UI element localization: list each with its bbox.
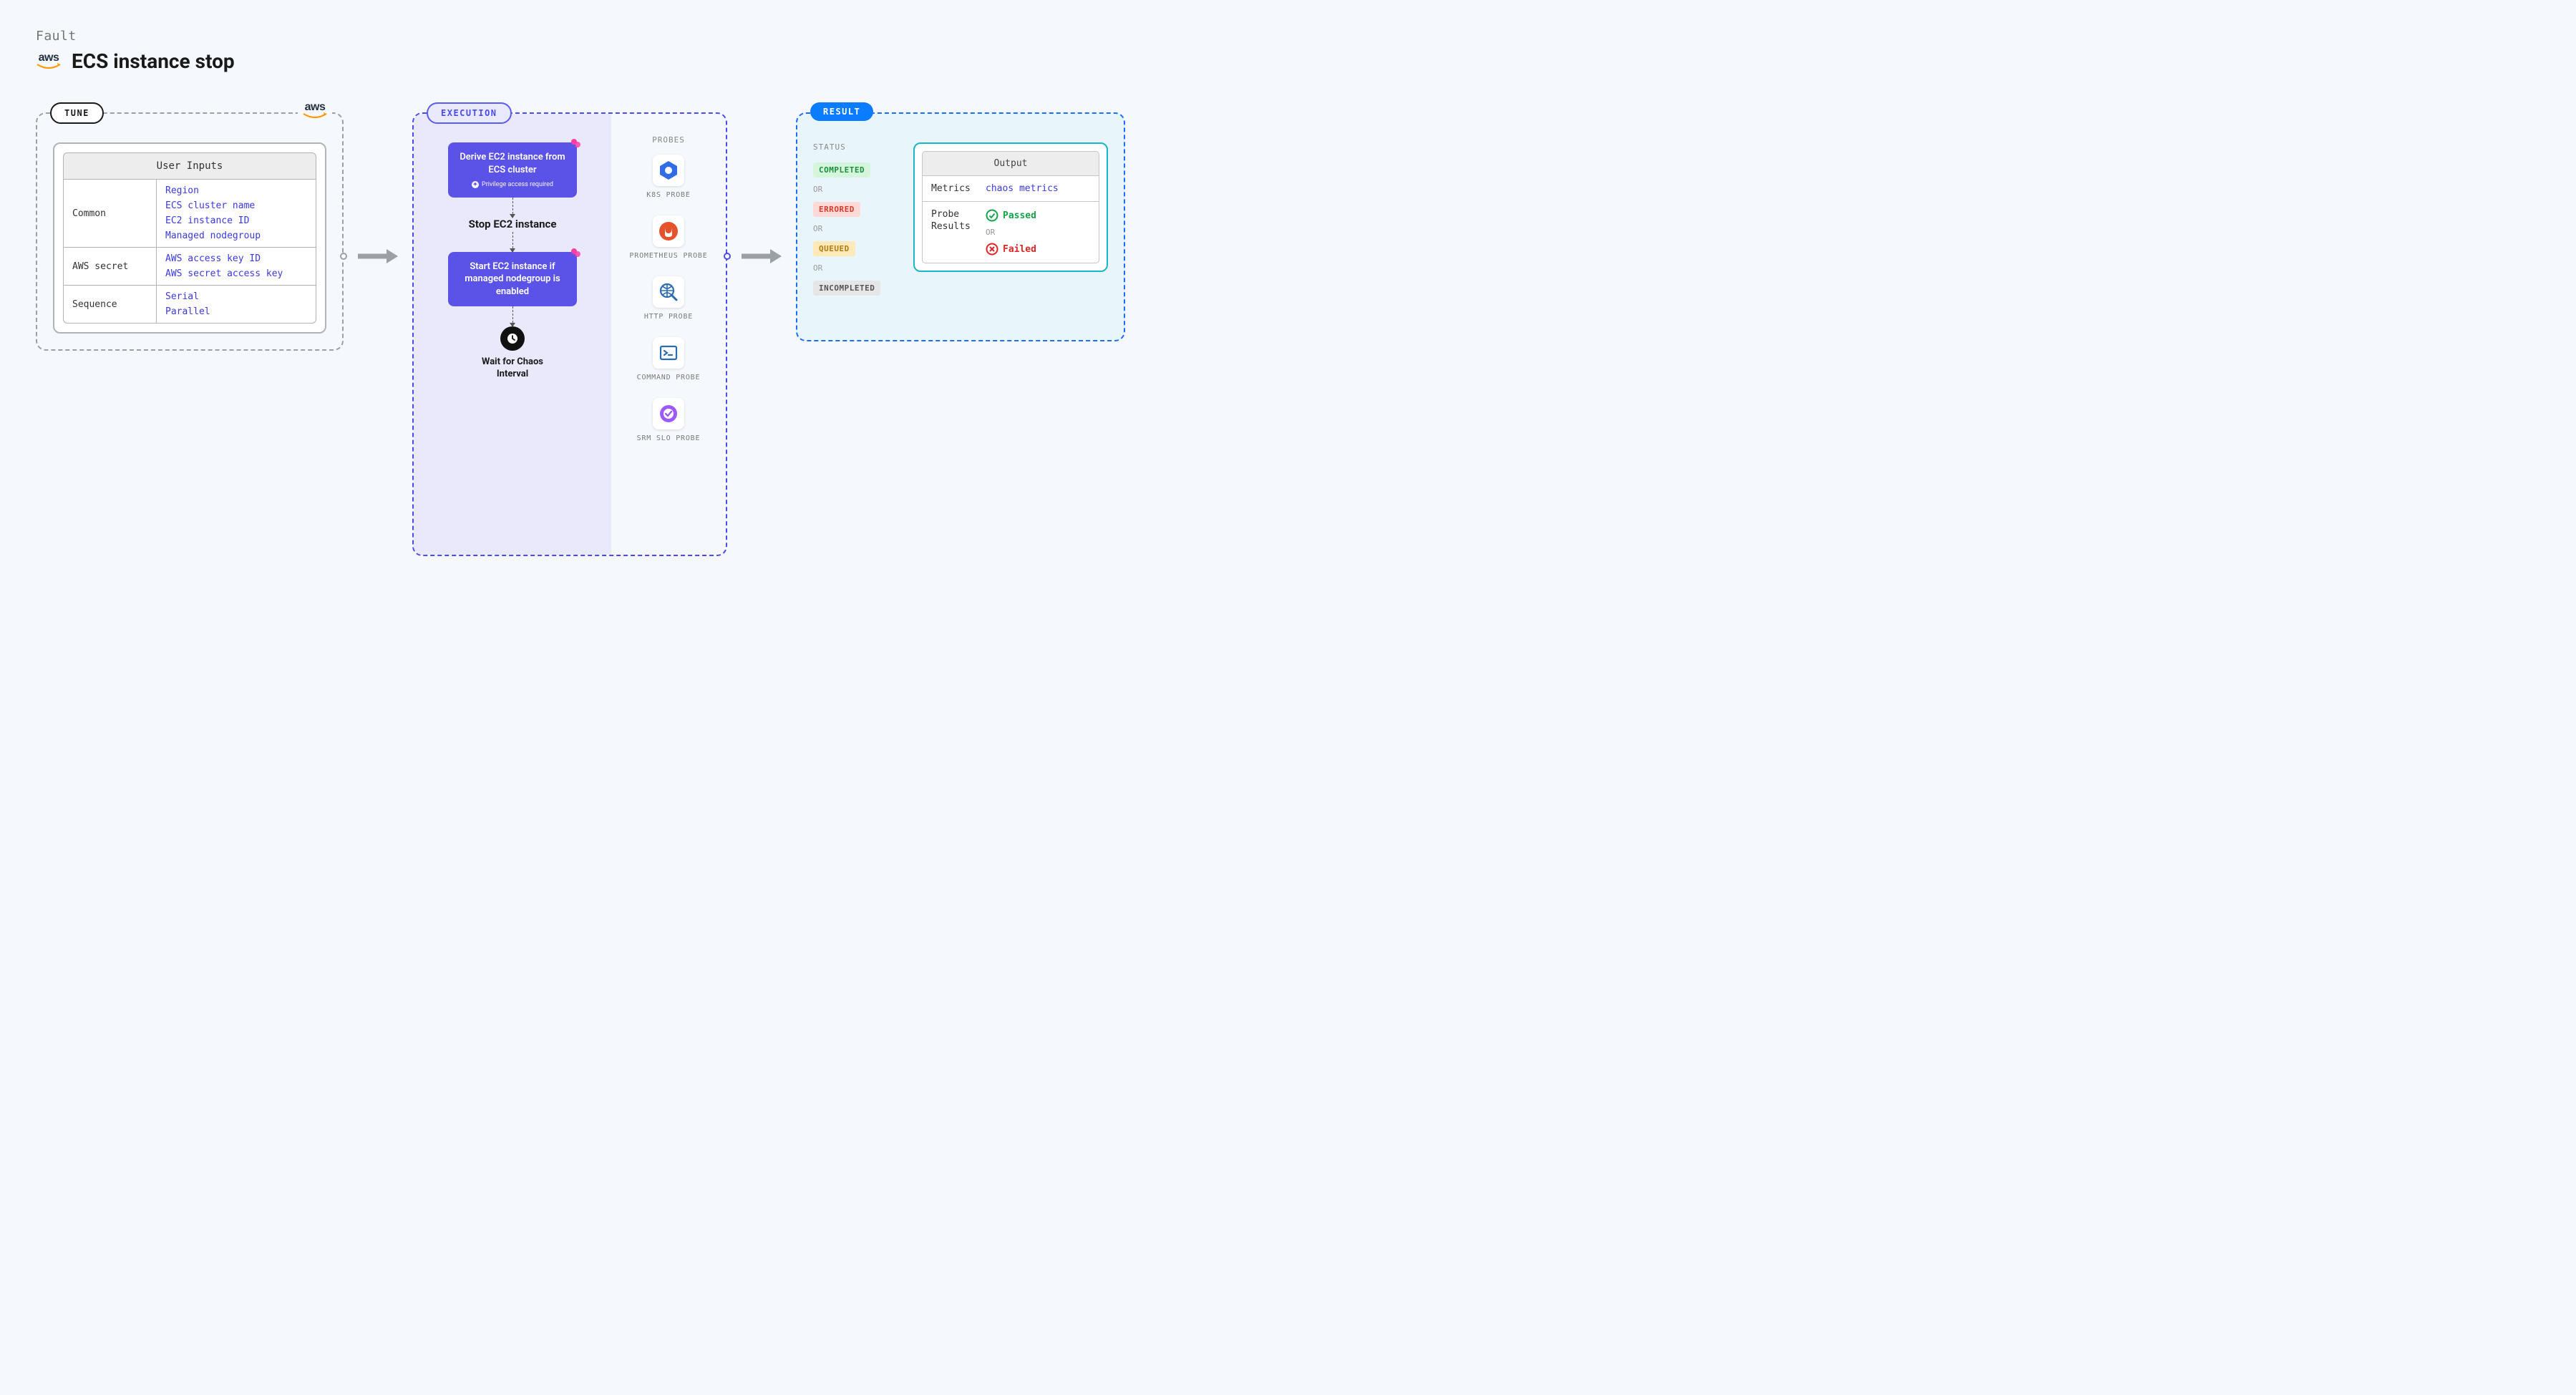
probe-result-failed: Failed xyxy=(986,243,1036,256)
execution-steps: Derive EC2 instance from ECS cluster✦Pri… xyxy=(414,114,611,555)
output-row-metrics: Metrics chaos metrics xyxy=(922,176,1099,202)
input-value: AWS secret access key xyxy=(165,268,307,279)
fault-label: Fault xyxy=(36,29,2540,44)
input-value: ECS cluster name xyxy=(165,200,307,211)
probe-label: K8S PROBE xyxy=(646,190,690,200)
cmd-probe-icon xyxy=(653,337,684,369)
arrow-icon xyxy=(742,248,782,264)
aws-logo-icon: aws xyxy=(298,101,332,121)
input-group-label: Sequence xyxy=(64,286,157,323)
step-connector xyxy=(512,306,513,326)
execution-tag: EXECUTION xyxy=(427,102,512,124)
x-circle-icon xyxy=(986,243,998,256)
input-value: Region xyxy=(165,185,307,196)
probe-item: SRM SLO PROBE xyxy=(629,398,707,443)
metrics-value: chaos metrics xyxy=(986,183,1059,194)
execution-step-box: Start EC2 instance if managed nodegroup … xyxy=(448,252,577,307)
execution-panel: EXECUTION Derive EC2 instance from ECS c… xyxy=(412,112,727,556)
clock-icon xyxy=(500,326,525,351)
probes-title: PROBES xyxy=(652,135,685,145)
input-value: Managed nodegroup xyxy=(165,230,307,241)
user-inputs-title: User Inputs xyxy=(63,152,316,180)
input-value: Parallel xyxy=(165,306,307,317)
input-value: AWS access key ID xyxy=(165,253,307,264)
status-badge: QUEUED xyxy=(813,241,855,256)
probe-result-passed: Passed xyxy=(986,209,1036,222)
wait-step: Wait for Chaos Interval xyxy=(470,326,555,381)
input-group-label: Common xyxy=(64,180,157,247)
probe-item: COMMAND PROBE xyxy=(629,337,707,382)
diagram-stage: TUNE aws User Inputs CommonRegionECS clu… xyxy=(36,112,2540,556)
status-title: STATUS xyxy=(813,142,899,152)
probe-item: HTTP PROBE xyxy=(629,276,707,321)
or-label: OR xyxy=(813,185,899,194)
input-group-values: AWS access key ID AWS secret access key xyxy=(157,248,316,285)
probe-label: HTTP PROBE xyxy=(644,312,693,321)
status-badge: INCOMPLETED xyxy=(813,281,880,296)
execution-step-plain: Stop EC2 instance xyxy=(462,218,563,232)
prometheus-probe-icon xyxy=(653,215,684,247)
result-panel: RESULT STATUS COMPLETEDORERROREDORQUEUED… xyxy=(796,112,1125,341)
result-tag: RESULT xyxy=(810,102,873,121)
probe-label: PROMETHEUS PROBE xyxy=(629,251,707,261)
k8s-probe-icon xyxy=(653,155,684,186)
execution-step-box: Derive EC2 instance from ECS cluster✦Pri… xyxy=(448,142,577,198)
gear-icon xyxy=(570,247,582,263)
step-connector xyxy=(512,198,513,218)
probe-results-label: Probe Results xyxy=(931,209,977,256)
output-title: Output xyxy=(922,151,1099,176)
probe-item: K8S PROBE xyxy=(629,155,707,200)
input-group-values: Region ECS cluster name EC2 instance ID Man… xyxy=(157,180,316,247)
or-label: OR xyxy=(813,224,899,233)
input-group: Common Region ECS cluster name EC2 instance… xyxy=(63,180,316,248)
arrow-icon xyxy=(358,248,398,264)
page-title: ECS instance stop xyxy=(72,49,235,73)
aws-logo-icon: aws xyxy=(36,52,62,72)
srm-probe-icon xyxy=(653,398,684,429)
gear-icon xyxy=(570,137,582,153)
page-title-row: aws ECS instance stop xyxy=(36,49,2540,73)
metrics-label: Metrics xyxy=(931,183,977,194)
output-card: Output Metrics chaos metrics Probe Resul… xyxy=(913,142,1108,272)
probe-label: SRM SLO PROBE xyxy=(637,434,701,443)
step-connector xyxy=(512,232,513,252)
probe-label: COMMAND PROBE xyxy=(637,373,701,382)
probe-item: PROMETHEUS PROBE xyxy=(629,215,707,261)
status-column: STATUS COMPLETED OR ERRORED OR QUEUED OR INCOM… xyxy=(813,142,899,324)
or-label: OR xyxy=(813,263,899,273)
check-circle-icon xyxy=(986,209,998,222)
http-probe-icon xyxy=(653,276,684,308)
or-label: OR xyxy=(986,228,1036,237)
connector-pin xyxy=(340,253,347,260)
status-badge: ERRORED xyxy=(813,202,860,217)
input-value: EC2 instance ID xyxy=(165,215,307,226)
input-value: Serial xyxy=(165,291,307,302)
input-group: Sequence Serial Parallel xyxy=(63,286,316,324)
input-group-label: AWS secret xyxy=(64,248,157,285)
probes-column: PROBES K8S PROBE PROMETHEUS PROBE HTTP PRO… xyxy=(611,114,726,555)
tune-panel: TUNE aws User Inputs CommonRegionECS clu… xyxy=(36,112,344,351)
input-group-values: Serial Parallel xyxy=(157,286,316,323)
status-badge: COMPLETED xyxy=(813,162,870,178)
tune-tag: TUNE xyxy=(50,102,104,124)
user-inputs-card: User Inputs Common Region ECS cluster name… xyxy=(53,142,326,334)
connector-pin xyxy=(724,253,731,260)
probe-results-values: Passed OR Failed xyxy=(986,209,1036,256)
input-group: AWS secret AWS access key ID AWS secret ac… xyxy=(63,248,316,286)
output-row-probe-results: Probe Results Passed OR Failed xyxy=(922,202,1099,263)
